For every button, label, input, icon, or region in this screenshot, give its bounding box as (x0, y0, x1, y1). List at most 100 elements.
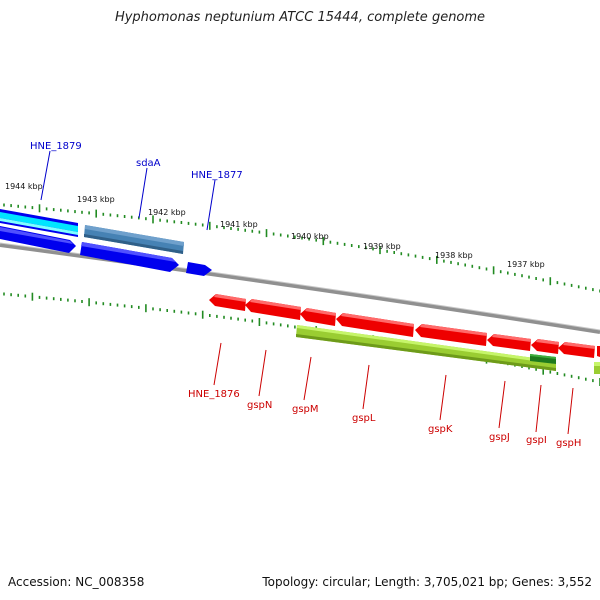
forward-strand-features (0, 209, 212, 276)
major-tick (209, 221, 211, 230)
gene-label-gspj[interactable]: gspJ (489, 432, 510, 443)
minor-tick (372, 247, 374, 251)
minor-tick (123, 215, 126, 218)
gene-label-hne1879[interactable]: HNE_1879 (30, 141, 82, 152)
minor-tick (187, 311, 190, 315)
minor-tick (294, 325, 296, 329)
minor-tick (201, 223, 204, 227)
minor-tick (265, 321, 268, 325)
major-tick (542, 366, 544, 375)
gene-label-hne1876[interactable]: HNE_1876 (188, 389, 240, 400)
minor-tick (570, 374, 573, 378)
major-tick (145, 304, 147, 313)
gene-feature-gspl[interactable] (336, 313, 414, 337)
minor-tick (95, 301, 97, 305)
kbp-label: 1942 kbp (148, 208, 186, 217)
minor-tick (52, 208, 55, 212)
minor-tick (450, 260, 452, 264)
minor-tick (45, 207, 48, 211)
gene-label-gspl[interactable]: gspL (352, 413, 376, 424)
minor-tick (563, 282, 566, 286)
minor-tick (216, 314, 218, 318)
minor-tick (287, 324, 289, 328)
minor-tick (152, 307, 154, 311)
minor-tick (194, 222, 197, 226)
minor-tick (592, 288, 594, 292)
major-tick (549, 277, 552, 286)
genome-summary-text: Topology: circular; Length: 3,705,021 bp… (262, 575, 592, 589)
minor-tick (17, 293, 19, 297)
kbp-label: 1940 kbp (291, 232, 329, 241)
minor-tick (272, 322, 275, 326)
gene-label-hne1877[interactable]: HNE_1877 (191, 170, 243, 181)
minor-tick (365, 246, 367, 250)
minor-tick (393, 251, 395, 254)
minor-tick (67, 209, 69, 213)
minor-tick (24, 205, 27, 209)
minor-tick (230, 316, 232, 320)
gene-label-gsph[interactable]: gspH (556, 438, 581, 449)
gene-label-sdaa[interactable]: sdaA (136, 158, 161, 169)
kbp-label: 1941 kbp (220, 220, 258, 229)
minor-tick (237, 227, 239, 231)
minor-tick (315, 238, 317, 242)
minor-tick (287, 234, 289, 238)
minor-tick (329, 240, 332, 244)
minor-tick (3, 203, 5, 207)
major-tick (38, 204, 41, 213)
minor-tick (521, 274, 523, 278)
minor-tick (251, 319, 254, 323)
minor-tick (209, 314, 211, 317)
minor-tick (81, 300, 83, 303)
minor-tick (74, 299, 76, 303)
minor-tick (10, 204, 12, 208)
minor-tick (485, 267, 488, 271)
minor-tick (421, 255, 424, 259)
reverse-strand-features (209, 294, 600, 374)
minor-tick (407, 253, 410, 257)
minor-tick (173, 220, 176, 224)
major-tick (258, 318, 261, 326)
minor-tick (478, 266, 481, 270)
gene-label-gspm[interactable]: gspM (292, 404, 319, 415)
minor-tick (556, 372, 559, 375)
minor-tick (102, 212, 105, 216)
minor-tick (159, 218, 161, 222)
minor-tick (577, 285, 580, 289)
minor-tick (499, 270, 502, 274)
minor-tick (279, 233, 282, 237)
gene-label-gspi[interactable]: gspI (526, 435, 547, 446)
minor-tick (443, 259, 445, 263)
minor-tick (130, 215, 133, 219)
accession-text: Accession: NC_008358 (8, 575, 145, 589)
minor-tick (130, 305, 133, 309)
kbp-label: 1944 kbp (5, 182, 43, 191)
major-tick (322, 237, 325, 246)
minor-tick (507, 271, 509, 275)
minor-tick (585, 286, 587, 290)
minor-tick (145, 217, 147, 221)
minor-tick (74, 210, 76, 214)
kbp-label: 1937 kbp (507, 260, 545, 269)
minor-tick (350, 244, 353, 247)
minor-tick (180, 221, 183, 224)
minor-tick (138, 305, 140, 309)
minor-tick (535, 277, 537, 280)
gene-feature-gspn[interactable] (245, 299, 301, 320)
minor-tick (123, 304, 126, 308)
minor-tick (279, 323, 282, 327)
kbp-label: 1939 kbp (363, 242, 401, 251)
minor-tick (358, 245, 360, 249)
gene-label-gspn[interactable]: gspN (247, 400, 272, 411)
minor-tick (577, 376, 580, 380)
minor-tick (308, 237, 310, 241)
genome-backbone (0, 243, 600, 334)
gene-feature-hne1877[interactable] (186, 262, 212, 276)
minor-tick (542, 278, 544, 282)
reverse-gene-labels: HNE_1876 gspN gspM gspL gspK gspJ gspI g… (188, 342, 581, 449)
minor-tick (471, 264, 474, 268)
gene-label-gspk[interactable]: gspK (428, 424, 453, 435)
minor-tick (17, 204, 19, 208)
major-tick (265, 229, 268, 238)
gene-feature-gspk[interactable] (415, 324, 487, 346)
